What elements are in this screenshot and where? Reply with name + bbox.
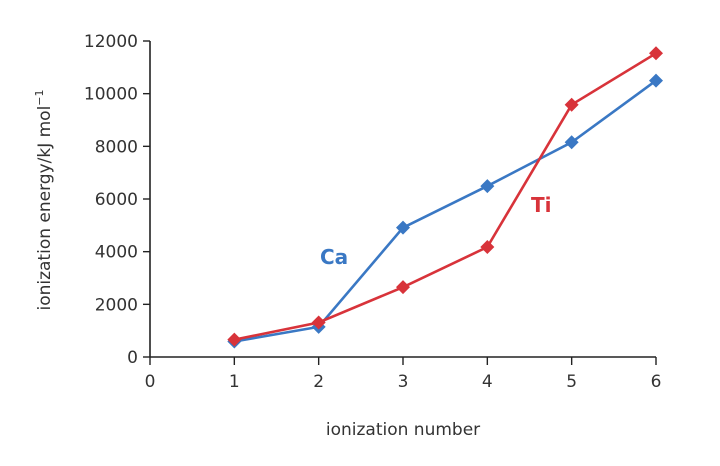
y-tick-label: 8000	[95, 137, 138, 157]
y-tick-label: 10000	[84, 85, 138, 105]
data-point-ti	[311, 315, 326, 330]
x-tick-label: 5	[566, 372, 577, 392]
data-point-ti	[649, 46, 663, 61]
y-tick-label: 6000	[95, 190, 138, 210]
data-point-ti	[227, 332, 242, 347]
y-axis-label-text: ionization energy/kJ mol	[35, 106, 55, 311]
x-tick-label: 1	[229, 372, 240, 392]
y-tick-label: 2000	[95, 295, 138, 315]
y-tick-label: 4000	[95, 243, 138, 263]
series-label-ti: Ti	[531, 193, 552, 217]
data-point-ti	[396, 280, 410, 295]
data-point-ca	[649, 73, 663, 88]
data-point-ti	[564, 97, 579, 112]
x-tick-label: 0	[145, 372, 156, 392]
y-axis-label-superscript: −1	[33, 89, 46, 105]
data-point-ti	[480, 240, 495, 255]
series-line-ti	[234, 52, 657, 341]
x-tick-label: 4	[482, 372, 493, 392]
series-line-ca	[234, 79, 657, 343]
series-label-ca: Ca	[320, 245, 348, 269]
y-tick-label: 12000	[84, 32, 138, 52]
x-tick-label: 6	[651, 372, 662, 392]
data-point-ca	[480, 179, 495, 194]
x-tick-label: 2	[313, 372, 324, 392]
x-tick-label: 3	[398, 372, 409, 392]
data-point-ca	[564, 135, 579, 150]
x-axis-label: ionization number	[326, 420, 480, 440]
y-tick-label: 0	[127, 348, 138, 368]
data-point-ca	[396, 220, 410, 235]
y-axis-label: ionization energy/kJ mol−1	[33, 89, 55, 310]
